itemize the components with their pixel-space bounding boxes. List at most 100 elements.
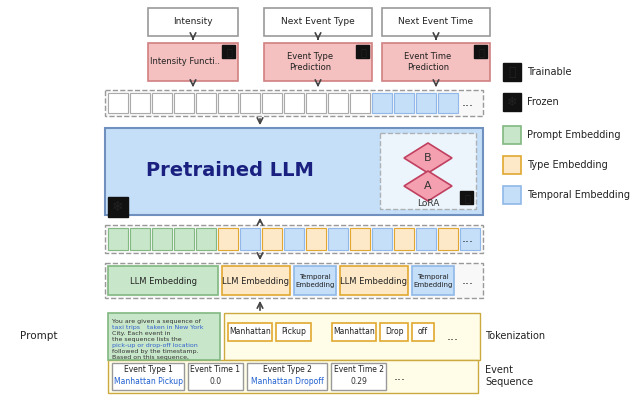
- Bar: [460, 191, 473, 204]
- Bar: [416, 228, 436, 250]
- Text: 0.0: 0.0: [209, 376, 221, 386]
- Bar: [503, 126, 521, 144]
- Text: You are given a sequence of: You are given a sequence of: [112, 319, 201, 324]
- Bar: [218, 93, 238, 113]
- Bar: [262, 228, 282, 250]
- Bar: [382, 43, 490, 81]
- Text: Manhattan Pickup: Manhattan Pickup: [113, 376, 182, 386]
- Bar: [380, 133, 476, 209]
- Bar: [394, 228, 414, 250]
- Bar: [105, 128, 483, 215]
- Text: Event Type 1: Event Type 1: [124, 365, 172, 374]
- Text: Intensity: Intensity: [173, 17, 213, 26]
- Text: LLM Embedding: LLM Embedding: [223, 276, 289, 286]
- Bar: [148, 8, 238, 36]
- Bar: [276, 323, 311, 341]
- Text: Pretrained LLM: Pretrained LLM: [146, 162, 314, 181]
- Text: followed by the timestamp.: followed by the timestamp.: [112, 349, 198, 354]
- Text: ...: ...: [462, 96, 474, 109]
- Bar: [503, 93, 521, 111]
- Text: City. Each event in: City. Each event in: [112, 331, 170, 336]
- Bar: [372, 228, 392, 250]
- Text: Temporal
Embedding: Temporal Embedding: [295, 275, 335, 288]
- Text: A: A: [424, 181, 432, 191]
- Text: 🔥: 🔥: [464, 193, 470, 203]
- Text: 🔥: 🔥: [226, 47, 232, 57]
- Text: Manhattan: Manhattan: [333, 327, 375, 337]
- Bar: [130, 93, 150, 113]
- Bar: [130, 228, 150, 250]
- Bar: [108, 228, 128, 250]
- Bar: [105, 225, 483, 253]
- Text: Intensity Functi..: Intensity Functi..: [150, 58, 220, 66]
- Text: 0.29: 0.29: [350, 376, 367, 386]
- Bar: [174, 93, 194, 113]
- Text: LoRA: LoRA: [417, 199, 439, 209]
- Bar: [222, 45, 235, 58]
- Bar: [350, 93, 370, 113]
- Bar: [108, 266, 218, 295]
- Bar: [152, 93, 172, 113]
- Bar: [438, 93, 458, 113]
- Bar: [108, 197, 128, 217]
- Bar: [380, 323, 408, 341]
- Bar: [148, 43, 238, 81]
- Bar: [503, 186, 521, 204]
- Text: LLM Embedding: LLM Embedding: [340, 276, 408, 286]
- Bar: [331, 363, 386, 390]
- Bar: [196, 93, 216, 113]
- Text: Event Type: Event Type: [287, 52, 333, 61]
- Bar: [152, 228, 172, 250]
- Bar: [503, 63, 521, 81]
- Bar: [328, 228, 348, 250]
- Text: Manhattan Dropoff: Manhattan Dropoff: [251, 376, 323, 386]
- Bar: [108, 360, 478, 393]
- Bar: [328, 93, 348, 113]
- Text: ...: ...: [447, 329, 459, 342]
- Polygon shape: [404, 171, 452, 201]
- Text: Event Time 1: Event Time 1: [191, 365, 241, 374]
- Text: Event: Event: [485, 365, 513, 375]
- Bar: [112, 363, 184, 390]
- Text: ...: ...: [462, 233, 474, 246]
- Bar: [416, 93, 436, 113]
- Text: Frozen: Frozen: [527, 97, 559, 107]
- Bar: [264, 43, 372, 81]
- Bar: [188, 363, 243, 390]
- Bar: [460, 228, 480, 250]
- Bar: [394, 93, 414, 113]
- Text: Next Event Time: Next Event Time: [399, 17, 474, 26]
- Bar: [108, 313, 220, 360]
- Bar: [474, 45, 487, 58]
- Bar: [240, 93, 260, 113]
- Bar: [228, 323, 272, 341]
- Bar: [284, 228, 304, 250]
- Text: ...: ...: [394, 371, 406, 384]
- Bar: [372, 93, 392, 113]
- Bar: [306, 93, 326, 113]
- Text: Temporal
Embedding: Temporal Embedding: [413, 275, 452, 288]
- Text: Based on this sequence,: Based on this sequence,: [112, 355, 189, 360]
- Bar: [412, 266, 454, 295]
- Text: ...: ...: [462, 275, 474, 288]
- Bar: [105, 90, 483, 116]
- Bar: [174, 228, 194, 250]
- Bar: [196, 228, 216, 250]
- Text: Prediction: Prediction: [289, 63, 331, 72]
- Text: ❄️: ❄️: [507, 96, 517, 109]
- Text: Type Embedding: Type Embedding: [527, 160, 608, 170]
- Bar: [294, 266, 336, 295]
- Bar: [332, 323, 376, 341]
- Polygon shape: [404, 143, 452, 173]
- Text: off: off: [418, 327, 428, 337]
- Text: LLM Embedding: LLM Embedding: [129, 276, 196, 286]
- Text: pick-up or drop-off location: pick-up or drop-off location: [112, 343, 198, 348]
- Text: Next Event Type: Next Event Type: [281, 17, 355, 26]
- Text: Prediction: Prediction: [407, 63, 449, 72]
- Text: taken in New York: taken in New York: [145, 325, 204, 330]
- Bar: [262, 93, 282, 113]
- Bar: [382, 8, 490, 36]
- Text: Event Time: Event Time: [404, 52, 452, 61]
- Text: ❄️: ❄️: [112, 200, 124, 214]
- Text: the sequence lists the: the sequence lists the: [112, 337, 182, 342]
